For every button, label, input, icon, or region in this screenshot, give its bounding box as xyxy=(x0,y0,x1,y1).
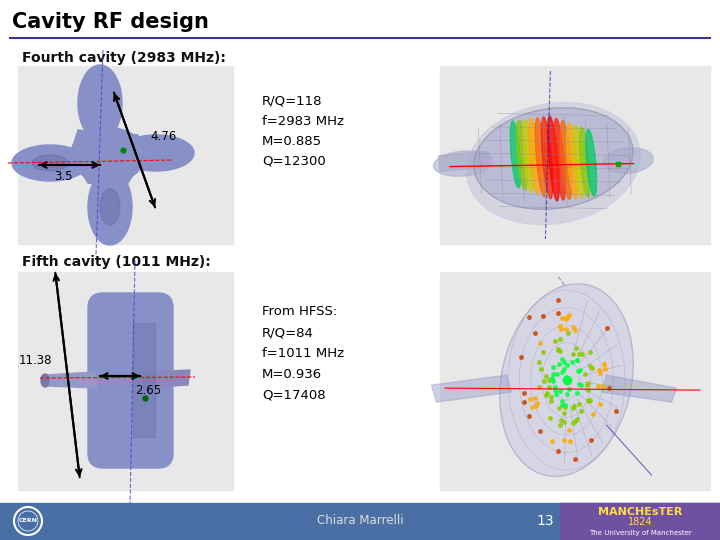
Bar xyxy=(440,272,710,490)
Text: CERN: CERN xyxy=(19,518,37,523)
Ellipse shape xyxy=(603,148,653,173)
Ellipse shape xyxy=(100,189,120,225)
Ellipse shape xyxy=(32,155,68,171)
Ellipse shape xyxy=(474,108,633,210)
Ellipse shape xyxy=(433,151,493,176)
Text: 1824: 1824 xyxy=(628,517,652,527)
Polygon shape xyxy=(133,323,155,437)
Ellipse shape xyxy=(573,125,584,198)
Ellipse shape xyxy=(560,120,572,199)
Text: R/Q=118
f=2983 MHz
M=0.885
Q=12300: R/Q=118 f=2983 MHz M=0.885 Q=12300 xyxy=(262,95,344,168)
Ellipse shape xyxy=(500,284,633,476)
Polygon shape xyxy=(45,372,97,388)
Ellipse shape xyxy=(41,374,49,387)
Polygon shape xyxy=(70,130,146,185)
Text: 4.76: 4.76 xyxy=(150,131,176,144)
Ellipse shape xyxy=(554,118,565,200)
Text: From HFSS:
R/Q=84
f=1011 MHz
M=0.936
Q=17408: From HFSS: R/Q=84 f=1011 MHz M=0.936 Q=1… xyxy=(262,305,344,402)
Ellipse shape xyxy=(586,130,597,196)
Polygon shape xyxy=(12,145,88,181)
Ellipse shape xyxy=(467,103,640,225)
Bar xyxy=(18,66,233,244)
Polygon shape xyxy=(431,375,511,402)
Bar xyxy=(438,151,490,172)
Ellipse shape xyxy=(580,127,590,197)
Text: Chiara Marrelli: Chiara Marrelli xyxy=(317,515,403,528)
Polygon shape xyxy=(601,375,677,402)
Bar xyxy=(0,503,720,540)
Text: MANCHEsTER: MANCHEsTER xyxy=(598,507,682,517)
Ellipse shape xyxy=(548,116,559,201)
Polygon shape xyxy=(88,169,132,245)
Text: 3.5: 3.5 xyxy=(54,171,72,184)
Ellipse shape xyxy=(523,119,534,192)
Text: The University of Manchester: The University of Manchester xyxy=(589,530,691,536)
Bar xyxy=(440,66,710,244)
Ellipse shape xyxy=(71,127,145,183)
Ellipse shape xyxy=(535,118,546,197)
Text: 11.38: 11.38 xyxy=(18,354,52,367)
Polygon shape xyxy=(143,370,190,388)
Bar xyxy=(18,272,233,490)
Ellipse shape xyxy=(516,120,527,190)
Polygon shape xyxy=(118,135,194,171)
Ellipse shape xyxy=(567,123,578,199)
Polygon shape xyxy=(78,65,122,141)
Bar xyxy=(560,503,720,540)
FancyBboxPatch shape xyxy=(88,293,173,468)
Text: 13: 13 xyxy=(536,514,554,528)
Text: Cavity RF design: Cavity RF design xyxy=(12,12,209,32)
Ellipse shape xyxy=(541,117,553,199)
Ellipse shape xyxy=(510,121,521,188)
Text: Fourth cavity (2983 MHz):: Fourth cavity (2983 MHz): xyxy=(22,51,226,65)
Ellipse shape xyxy=(529,119,540,194)
Text: 2.65: 2.65 xyxy=(135,383,161,396)
Text: Fifth cavity (1011 MHz):: Fifth cavity (1011 MHz): xyxy=(22,255,211,269)
